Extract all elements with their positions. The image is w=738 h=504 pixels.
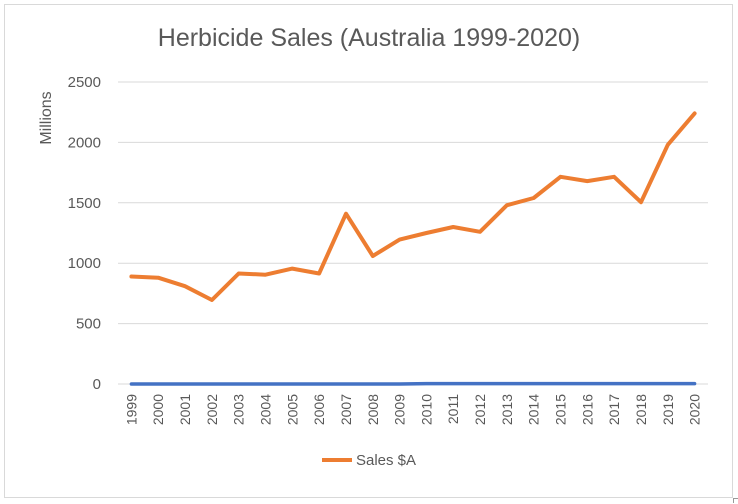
x-tick-label-1999: 1999	[123, 394, 139, 425]
x-tick-label-2016: 2016	[579, 394, 595, 425]
x-tick-label-2002: 2002	[204, 394, 220, 425]
x-tick-label-2005: 2005	[284, 394, 300, 425]
legend: Sales $A	[0, 452, 738, 469]
x-tick-label-2008: 2008	[365, 394, 381, 425]
x-tick-label-2006: 2006	[311, 394, 327, 425]
y-tick-label-1000: 1000	[68, 255, 101, 272]
y-tick-label-2000: 2000	[68, 134, 101, 151]
y-tick-label-500: 500	[76, 316, 101, 333]
y-tick-label-1500: 1500	[68, 195, 101, 212]
x-tick-label-2018: 2018	[633, 394, 649, 425]
x-tick-label-2007: 2007	[338, 394, 354, 425]
x-tick-label-2017: 2017	[606, 394, 622, 425]
resize-handle[interactable]	[733, 498, 738, 503]
x-tick-label-2010: 2010	[418, 394, 434, 425]
legend-label-sales: Sales $A	[355, 452, 417, 469]
x-tick-label-2003: 2003	[231, 394, 247, 425]
x-tick-label-2013: 2013	[499, 394, 515, 425]
chart-title: Herbicide Sales (Australia 1999-2020)	[157, 24, 581, 52]
x-tick-label-2012: 2012	[472, 394, 488, 425]
series-line-sales	[129, 111, 697, 302]
y-tick-label-2500: 2500	[68, 74, 101, 91]
x-tick-label-2014: 2014	[526, 394, 542, 425]
x-tick-label-2020: 2020	[687, 394, 703, 425]
y-tick-label-0: 0	[93, 376, 101, 393]
x-tick-label-2001: 2001	[177, 394, 193, 425]
x-tick-label-2009: 2009	[392, 394, 408, 425]
x-tick-label-2019: 2019	[660, 394, 676, 425]
x-tick-label-2000: 2000	[150, 394, 166, 425]
x-tick-label-2004: 2004	[258, 394, 274, 425]
x-tick-label-2011: 2011	[445, 394, 461, 424]
legend-swatch-sales	[321, 458, 352, 463]
x-tick-label-2015: 2015	[553, 394, 569, 425]
